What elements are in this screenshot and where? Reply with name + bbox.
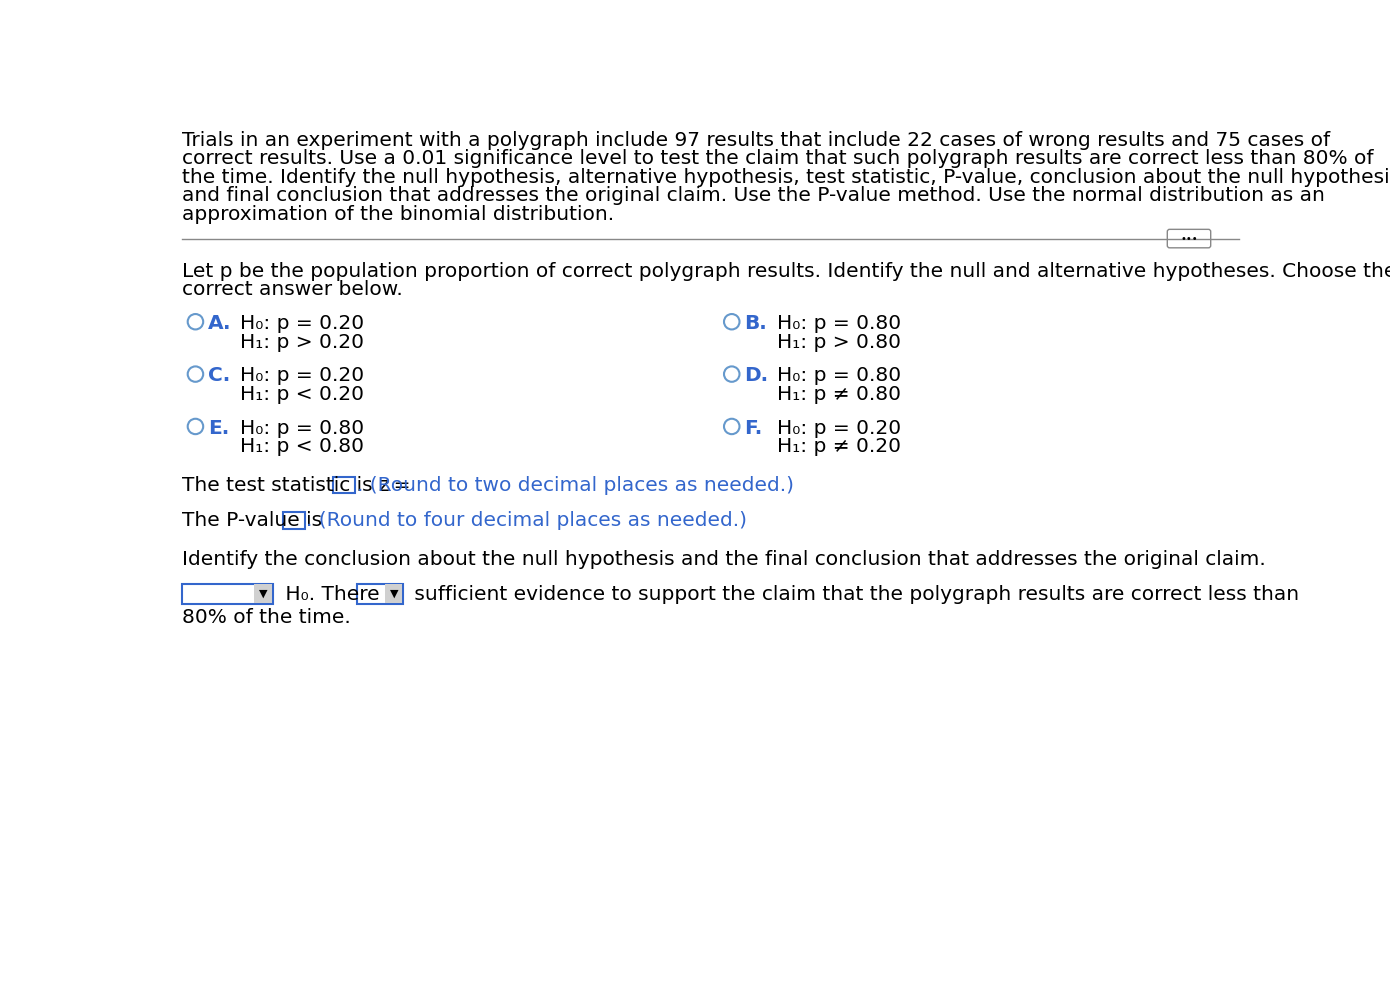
- Text: H₀: p = 0.80: H₀: p = 0.80: [777, 314, 901, 333]
- Text: H₁: p ≠ 0.20: H₁: p ≠ 0.20: [777, 437, 901, 456]
- FancyBboxPatch shape: [1168, 229, 1211, 248]
- Text: The test statistic is z =: The test statistic is z =: [182, 476, 414, 495]
- Text: correct answer below.: correct answer below.: [182, 280, 402, 299]
- Text: sufficient evidence to support the claim that the polygraph results are correct : sufficient evidence to support the claim…: [407, 585, 1298, 604]
- Text: 80% of the time.: 80% of the time.: [182, 608, 350, 627]
- Text: H₀: p = 0.20: H₀: p = 0.20: [240, 366, 364, 385]
- Text: C.: C.: [208, 366, 231, 385]
- Bar: [284, 512, 304, 529]
- Text: H₁: p ≠ 0.80: H₁: p ≠ 0.80: [777, 385, 901, 404]
- Text: H₁: p > 0.80: H₁: p > 0.80: [777, 333, 901, 352]
- Text: ▼: ▼: [260, 589, 268, 599]
- Text: H₀. There: H₀. There: [279, 585, 386, 604]
- Bar: [357, 584, 403, 604]
- Text: ▼: ▼: [389, 589, 398, 599]
- Text: H₀: p = 0.80: H₀: p = 0.80: [777, 366, 901, 385]
- Bar: [334, 477, 354, 493]
- Text: E.: E.: [208, 419, 229, 438]
- Text: Let p be the population proportion of correct polygraph results. Identify the nu: Let p be the population proportion of co…: [182, 262, 1390, 281]
- Text: and final conclusion that addresses the original claim. Use the P-value method. : and final conclusion that addresses the …: [182, 186, 1325, 205]
- Text: H₀: p = 0.20: H₀: p = 0.20: [777, 419, 901, 438]
- Text: H₀: p = 0.80: H₀: p = 0.80: [240, 419, 364, 438]
- Text: The P-value is: The P-value is: [182, 511, 325, 530]
- Text: D.: D.: [744, 366, 769, 385]
- Text: A.: A.: [208, 314, 231, 333]
- Text: . (Round to four decimal places as needed.): . (Round to four decimal places as neede…: [306, 511, 748, 530]
- Text: F.: F.: [744, 419, 762, 438]
- Text: Identify the conclusion about the null hypothesis and the final conclusion that : Identify the conclusion about the null h…: [182, 550, 1265, 569]
- Text: •••: •••: [1180, 234, 1198, 244]
- Text: the time. Identify the null hypothesis, alternative hypothesis, test statistic, : the time. Identify the null hypothesis, …: [182, 168, 1390, 187]
- Text: H₀: p = 0.20: H₀: p = 0.20: [240, 314, 364, 333]
- Text: correct results. Use a 0.01 significance level to test the claim that such polyg: correct results. Use a 0.01 significance…: [182, 149, 1373, 168]
- Text: . (Round to two decimal places as needed.): . (Round to two decimal places as needed…: [357, 476, 794, 495]
- Bar: [182, 584, 272, 604]
- Text: approximation of the binomial distribution.: approximation of the binomial distributi…: [182, 205, 613, 224]
- Bar: [254, 584, 272, 603]
- Text: H₁: p < 0.80: H₁: p < 0.80: [240, 437, 364, 456]
- Text: Trials in an experiment with a polygraph include 97 results that include 22 case: Trials in an experiment with a polygraph…: [182, 131, 1330, 150]
- Text: H₁: p > 0.20: H₁: p > 0.20: [240, 333, 364, 352]
- Text: B.: B.: [744, 314, 767, 333]
- Bar: [385, 584, 402, 603]
- Text: H₁: p < 0.20: H₁: p < 0.20: [240, 385, 364, 404]
